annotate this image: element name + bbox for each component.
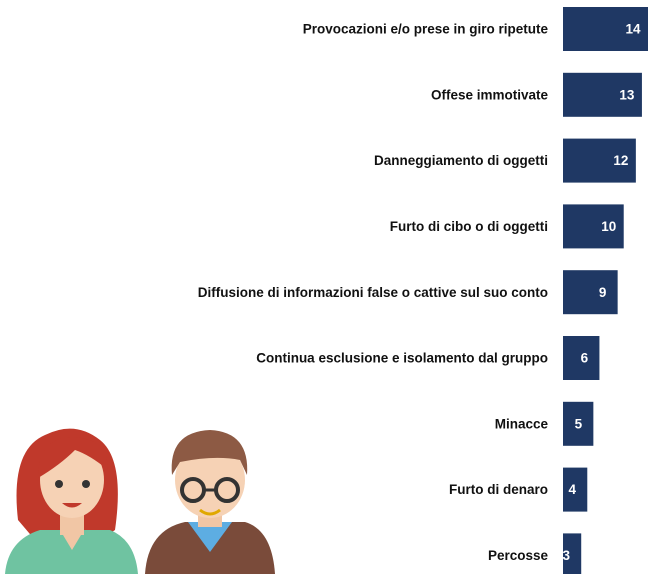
category-label: Continua esclusione e isolamento dal gru… [256, 351, 548, 366]
chart: Provocazioni e/o prese in giro ripetute 1… [0, 0, 648, 574]
value-label: 12 [613, 153, 628, 168]
woman-illustration [5, 429, 138, 574]
value-label: 3 [562, 548, 570, 563]
value-label: 14 [625, 22, 641, 37]
man-illustration [145, 430, 275, 574]
category-label: Minacce [495, 416, 549, 431]
page: Provocazioni e/o prese in giro ripetute 1… [0, 0, 648, 574]
value-label: 10 [601, 219, 616, 234]
category-label: Diffusione di informazioni false o catti… [198, 285, 548, 300]
value-label: 13 [619, 87, 635, 102]
category-label: Furto di denaro [449, 482, 548, 497]
category-label: Furto di cibo o di oggetti [390, 219, 548, 234]
value-label: 4 [569, 482, 577, 497]
value-label: 9 [599, 285, 607, 300]
category-label: Percosse [488, 548, 549, 563]
category-label: Danneggiamento di oggetti [374, 153, 548, 168]
category-label: Offese immotivate [431, 87, 549, 102]
bar [563, 270, 618, 314]
value-label: 5 [575, 416, 583, 431]
value-label: 6 [581, 351, 589, 366]
category-label: Provocazioni e/o prese in giro ripetute [303, 22, 549, 37]
